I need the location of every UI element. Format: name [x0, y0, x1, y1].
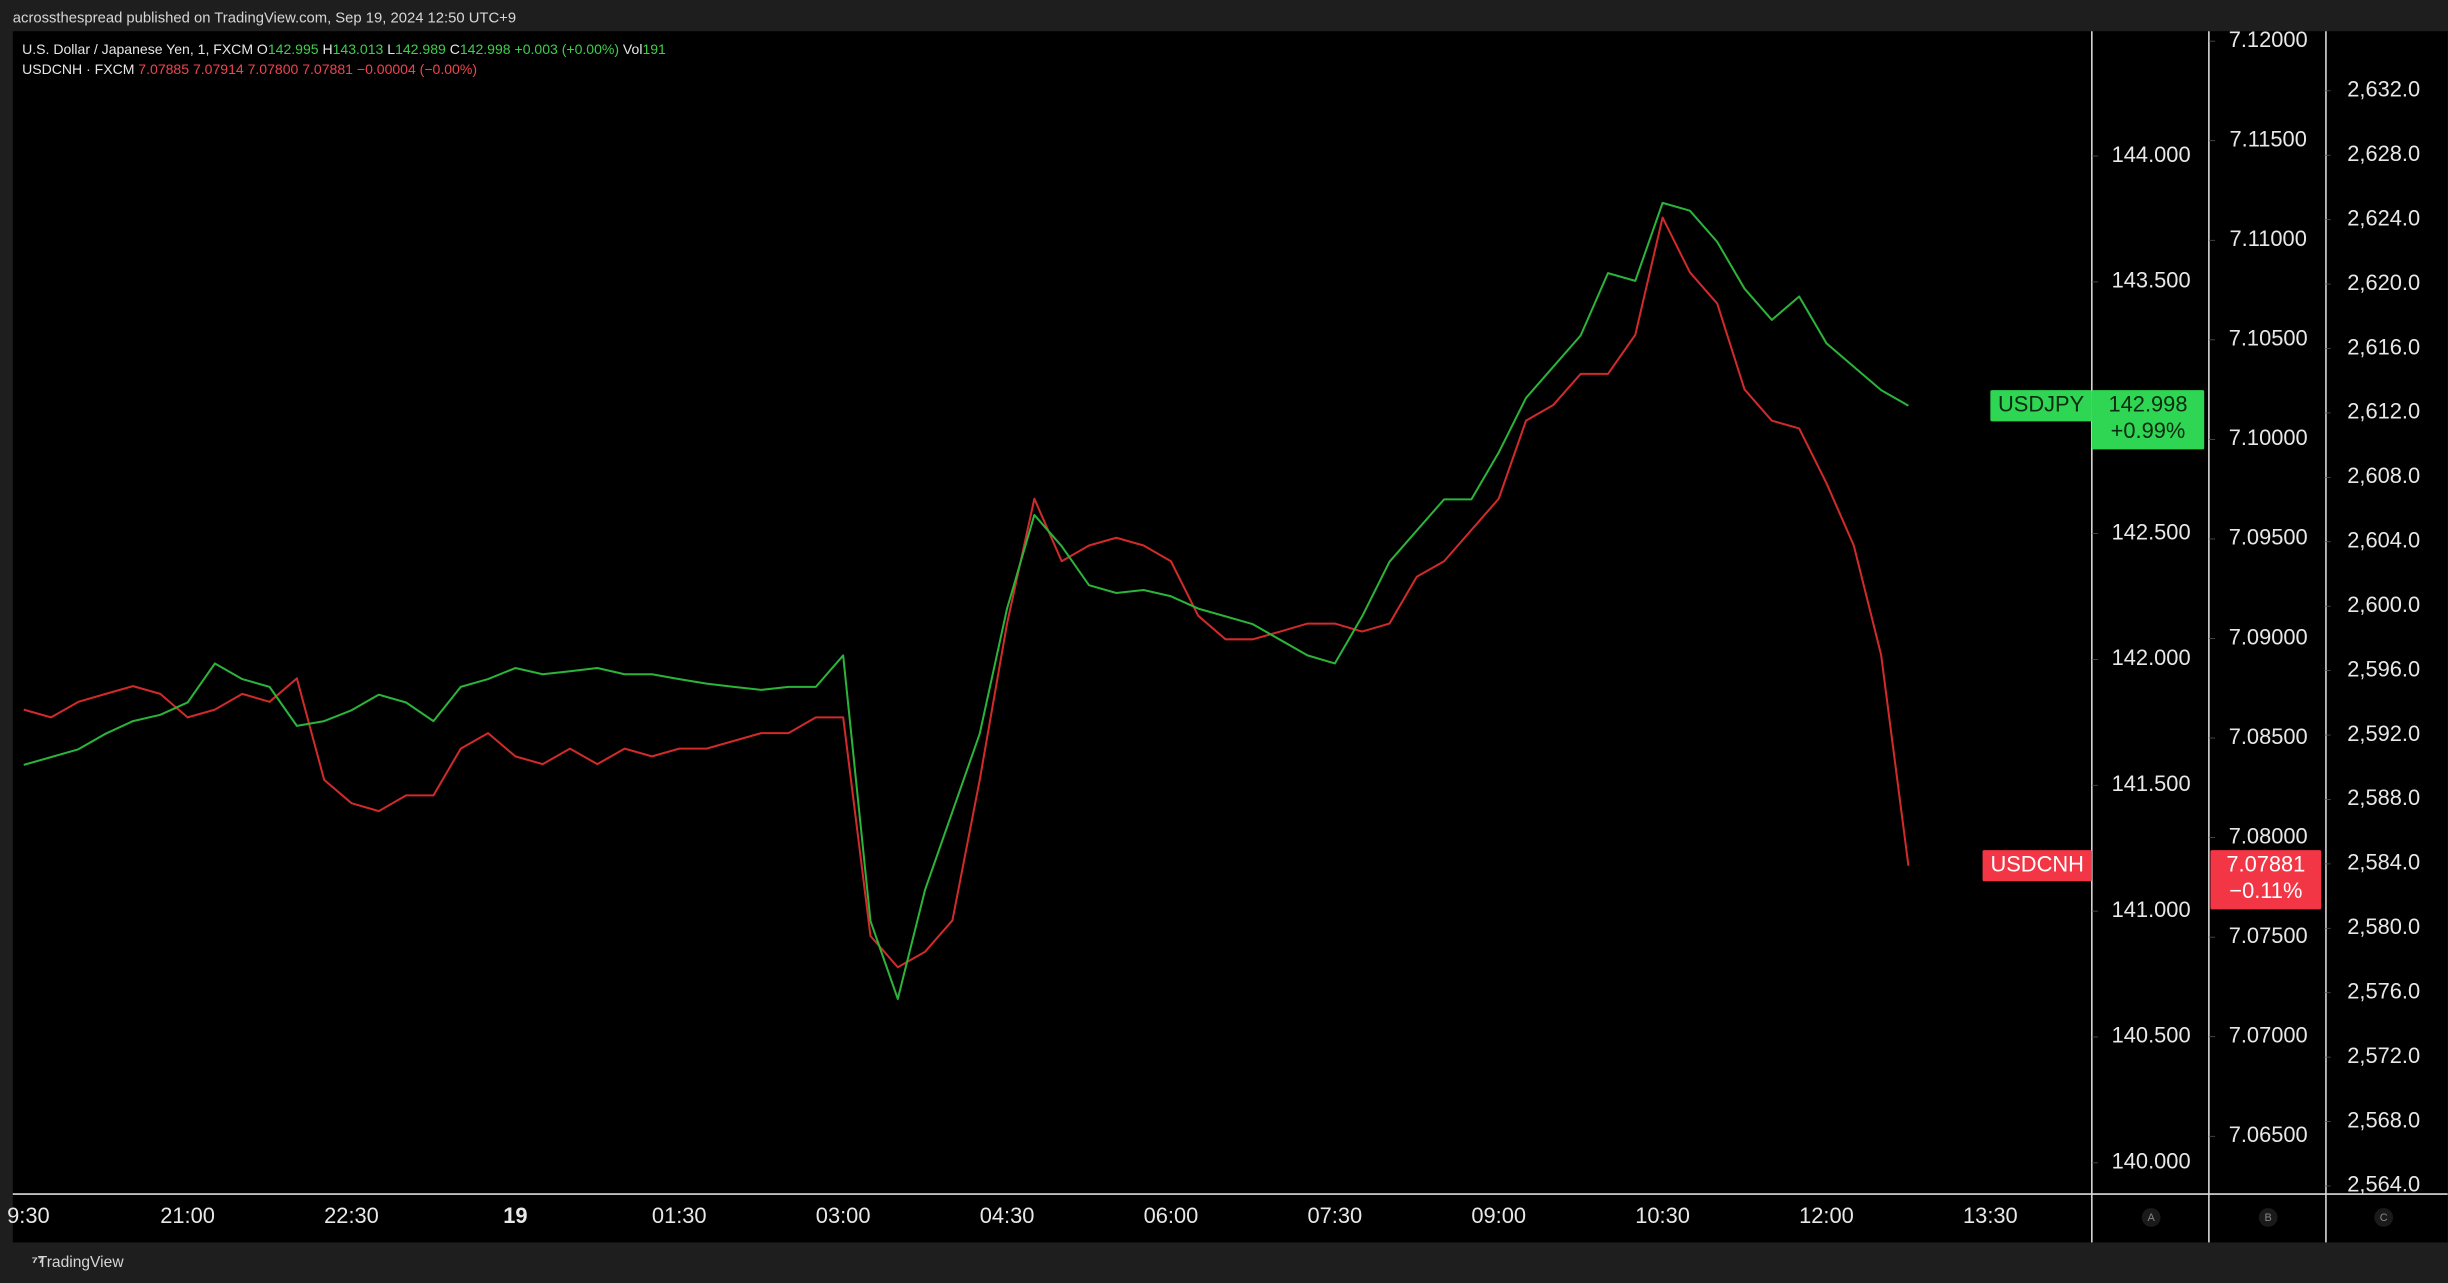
legend-line: USDCNH · FXCM 7.07885 7.07914 7.07800 7.… — [22, 61, 477, 77]
y-tick-label: 2,612.0 — [2347, 399, 2420, 424]
legend-value: 7.07885 — [138, 61, 189, 77]
x-tick-label: 01:30 — [652, 1203, 707, 1228]
y-tick-label: 2,632.0 — [2347, 77, 2420, 102]
y-tick-label: 7.10000 — [2229, 425, 2308, 450]
legend-label: Vol — [623, 41, 643, 57]
chart-area — [12, 31, 2448, 1243]
price-tag-change: +0.99% — [2111, 418, 2186, 443]
x-tick-label: 19 — [503, 1203, 527, 1228]
y-tick-label: 144.000 — [2112, 142, 2191, 167]
y-tick-label: 2,604.0 — [2347, 528, 2420, 553]
x-tick-label: 10:30 — [1635, 1203, 1690, 1228]
legend-value: 191 — [642, 41, 666, 57]
y-tick-label: 2,624.0 — [2347, 205, 2420, 230]
series-line — [23, 201, 1909, 1000]
scale-button — [2258, 1208, 2278, 1227]
y-tick-label: 141.500 — [2112, 771, 2191, 796]
y-tick-label: 2,608.0 — [2347, 463, 2420, 488]
y-tick-label: 7.09000 — [2229, 624, 2308, 649]
y-tick-label: 2,592.0 — [2347, 721, 2420, 746]
plot — [23, 201, 1910, 1000]
y-tick-label: 2,576.0 — [2347, 978, 2420, 1003]
legend-value: −0.00004 (−0.00%) — [357, 61, 477, 77]
x-tick-label: 03:00 — [816, 1203, 871, 1228]
price-tag-box — [2091, 390, 2205, 450]
legend-name: USDCNH · FXCM — [22, 61, 134, 77]
y-tick-label: 140.000 — [2112, 1149, 2191, 1174]
x-tick-label: 06:00 — [1144, 1203, 1199, 1228]
y-tick-label: 2,572.0 — [2347, 1043, 2420, 1068]
y-tick-label: 2,616.0 — [2347, 334, 2420, 359]
y-tick-label: 7.10500 — [2229, 326, 2308, 351]
y-tick-label: 7.09500 — [2229, 525, 2308, 550]
legend-value: 142.998 — [460, 41, 511, 57]
price-tag-name-bg — [1990, 390, 2092, 422]
price-tag-change: −0.11% — [2229, 878, 2302, 903]
y-tick-label: 142.500 — [2112, 519, 2191, 544]
y-tick-label: 2,596.0 — [2347, 656, 2420, 681]
legend-value: 142.995 — [268, 41, 319, 57]
legend-value: 143.013 — [333, 41, 384, 57]
x-tick-label: 21:00 — [160, 1203, 215, 1228]
y-tick-label: 2,588.0 — [2347, 785, 2420, 810]
scale-letter: A — [2147, 1212, 2155, 1224]
price-tag-name: USDCNH — [1990, 851, 2083, 876]
x-tick-label: 09:00 — [1471, 1203, 1526, 1228]
y-tick-label: 7.12000 — [2229, 27, 2308, 52]
y-tick-label: 141.000 — [2112, 897, 2191, 922]
legend-label: L — [387, 41, 395, 57]
y-tick-label: 7.08000 — [2229, 823, 2308, 848]
y-tick-label: 2,580.0 — [2347, 914, 2420, 939]
price-tag-price: 7.07881 — [2226, 851, 2305, 876]
legend-label: H — [322, 41, 332, 57]
legend-name: U.S. Dollar / Japanese Yen, 1, FXCM — [22, 41, 253, 57]
legend-value: 142.989 — [395, 41, 446, 57]
x-tick-label: 9:30 — [7, 1203, 50, 1228]
y-tick-label: 7.07500 — [2229, 923, 2308, 948]
scale-letter: B — [2265, 1212, 2272, 1224]
x-tick-label: 12:00 — [1799, 1203, 1854, 1228]
legend-value: 7.07914 — [193, 61, 244, 77]
legend-label: C — [450, 41, 460, 57]
price-tag-name: USDJPY — [1998, 391, 2085, 416]
price-tag-name-bg — [1982, 850, 2092, 882]
y-tick-label: 142.000 — [2112, 645, 2191, 670]
series-line — [23, 216, 1910, 969]
y-tick-label: 7.11000 — [2230, 226, 2307, 251]
price-tag-box — [2210, 850, 2322, 910]
x-tick-label: 07:30 — [1307, 1203, 1362, 1228]
x-tick-label: 04:30 — [980, 1203, 1035, 1228]
legend-value: 7.07800 — [248, 61, 299, 77]
y-tick-label: 7.08500 — [2229, 724, 2308, 749]
y-tick-label: 2,584.0 — [2347, 850, 2420, 875]
y-tick-label: 2,600.0 — [2347, 592, 2420, 617]
y-tick-label: 2,628.0 — [2347, 141, 2420, 166]
scale-button — [2374, 1208, 2394, 1227]
price-tag-price: 142.998 — [2109, 391, 2188, 416]
y-tick-label: 7.07000 — [2229, 1022, 2308, 1047]
legend-value: +0.003 (+0.00%) — [515, 41, 620, 57]
legend-label: O — [257, 41, 268, 57]
y-tick-label: 140.500 — [2112, 1023, 2191, 1048]
legend-line: U.S. Dollar / Japanese Yen, 1, FXCM O142… — [22, 41, 666, 57]
y-tick-label: 2,568.0 — [2347, 1107, 2420, 1132]
legend-value: 7.07881 — [302, 61, 353, 77]
y-tick-label: 2,620.0 — [2347, 270, 2420, 295]
header: acrossthespread published on TradingView… — [13, 11, 516, 27]
y-tick-label: 143.500 — [2112, 268, 2191, 293]
footer: TradingView — [38, 1254, 125, 1271]
scale-letter: C — [2380, 1212, 2388, 1224]
footer-logo: ⁷⁷ — [32, 1254, 45, 1271]
y-tick-label: 2,564.0 — [2347, 1172, 2420, 1197]
y-tick-label: 7.11500 — [2230, 126, 2307, 151]
scale-button — [2141, 1208, 2161, 1227]
x-tick-label: 13:30 — [1963, 1203, 2018, 1228]
y-tick-label: 7.06500 — [2229, 1122, 2308, 1147]
x-tick-label: 22:30 — [324, 1203, 379, 1228]
